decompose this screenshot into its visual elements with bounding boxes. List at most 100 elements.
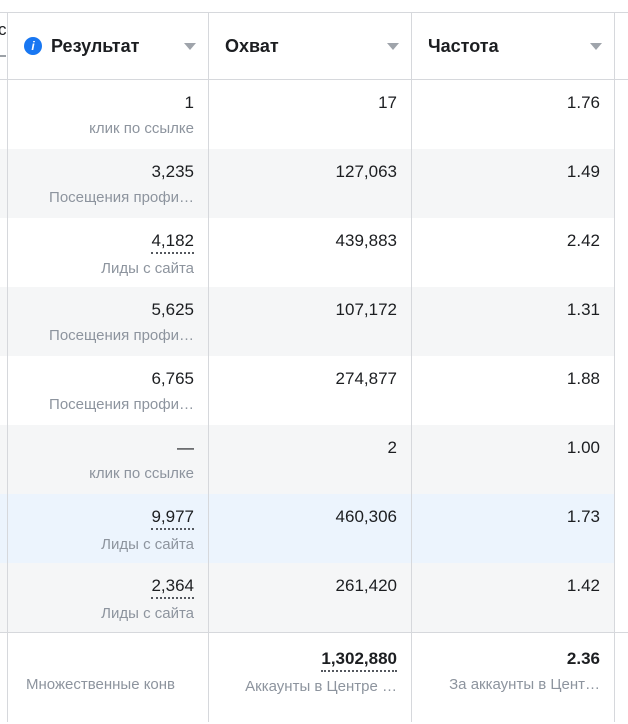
result-type-label: Посещения профи…: [49, 189, 194, 206]
reach-cell: 2: [209, 425, 412, 494]
table-right-edge: [615, 633, 628, 722]
totals-result-cell: Множественные конв: [8, 633, 209, 722]
totals-reach-label: Аккаунты в Центре …: [245, 678, 397, 695]
clipped-left-column: [0, 356, 8, 425]
frequency-value: 2.42: [566, 231, 600, 250]
totals-frequency-label: За аккаунты в Цент…: [449, 676, 600, 693]
frequency-value: 1.42: [566, 576, 600, 595]
table-row: — клик по ссылке 2 1.00: [0, 425, 628, 494]
result-type-label: Лиды с сайта: [101, 605, 194, 622]
table-row: 2,364 Лиды с сайта 261,420 1.42: [0, 563, 628, 632]
table-right-edge: [615, 13, 628, 79]
result-cell: 9,977 Лиды с сайта: [8, 494, 209, 563]
table-right-edge: [615, 563, 628, 632]
frequency-cell: 1.73: [412, 494, 615, 563]
clipped-left-column: [0, 563, 8, 632]
result-value: —: [177, 438, 194, 457]
totals-result-label: Множественные конв: [26, 676, 176, 693]
frequency-cell: 2.42: [412, 218, 615, 287]
reach-cell: 261,420: [209, 563, 412, 632]
result-type-label: Лиды с сайта: [101, 536, 194, 553]
table-right-edge: [615, 218, 628, 287]
result-type-label: клик по ссылке: [89, 120, 194, 137]
clipped-left-column: с: [0, 13, 8, 79]
clipped-left-column: [0, 494, 8, 563]
reach-value: 127,063: [335, 162, 397, 181]
result-cell: 2,364 Лиды с сайта: [8, 563, 209, 632]
totals-frequency-cell: 2.36 За аккаунты в Цент…: [412, 633, 615, 722]
table-rows: 1 клик по ссылке 17 1.76 3,235 Посещения…: [0, 80, 628, 632]
result-cell: — клик по ссылке: [8, 425, 209, 494]
frequency-value: 1.00: [566, 438, 600, 457]
column-header-reach-label: Охват: [225, 35, 279, 56]
result-cell: 3,235 Посещения профи…: [8, 149, 209, 218]
frequency-cell: 1.00: [412, 425, 615, 494]
result-value: 1: [184, 93, 194, 112]
result-value[interactable]: 2,364: [151, 575, 194, 599]
table-right-edge: [615, 80, 628, 149]
result-type-label: клик по ссылке: [89, 465, 194, 482]
result-value: 6,765: [151, 369, 194, 388]
reach-cell: 127,063: [209, 149, 412, 218]
result-cell: 6,765 Посещения профи…: [8, 356, 209, 425]
totals-reach-cell: 1,302,880 Аккаунты в Центре …: [209, 633, 412, 722]
column-header-frequency[interactable]: Частота: [412, 13, 615, 79]
table-right-edge: [615, 149, 628, 218]
result-cell: 1 клик по ссылке: [8, 80, 209, 149]
frequency-value: 1.76: [566, 93, 600, 112]
clipped-left-column: [0, 149, 8, 218]
column-header-result-label: Результат: [51, 35, 140, 56]
reach-value: 460,306: [335, 507, 397, 526]
result-type-label: Посещения профи…: [49, 396, 194, 413]
clipped-header-fragment-dash: [0, 55, 6, 57]
chevron-down-icon[interactable]: [387, 42, 399, 50]
chevron-down-icon[interactable]: [590, 42, 602, 50]
table-right-edge: [615, 287, 628, 356]
table-right-edge: [615, 425, 628, 494]
result-value: 5,625: [151, 300, 194, 319]
table-right-edge: [615, 494, 628, 563]
table-row: 1 клик по ссылке 17 1.76: [0, 80, 628, 149]
clipped-left-column: [0, 425, 8, 494]
result-value: 3,235: [151, 162, 194, 181]
frequency-value: 1.88: [566, 369, 600, 388]
info-icon[interactable]: i: [24, 37, 42, 55]
reach-cell: 17: [209, 80, 412, 149]
table-row: 6,765 Посещения профи… 274,877 1.88: [0, 356, 628, 425]
top-whitespace: [0, 0, 628, 12]
clipped-header-text-fragment: с: [0, 20, 7, 40]
result-type-label: Посещения профи…: [49, 327, 194, 344]
result-type-label: Лиды с сайта: [101, 260, 194, 277]
clipped-left-column: [0, 218, 8, 287]
reach-cell: 460,306: [209, 494, 412, 563]
reach-value: 261,420: [335, 576, 397, 595]
frequency-cell: 1.42: [412, 563, 615, 632]
frequency-cell: 1.88: [412, 356, 615, 425]
reach-cell: 107,172: [209, 287, 412, 356]
metrics-table: с i Результат Охват Частота 1 клик: [0, 12, 628, 722]
result-cell: 4,182 Лиды с сайта: [8, 218, 209, 287]
reach-cell: 274,877: [209, 356, 412, 425]
result-value[interactable]: 4,182: [151, 230, 194, 254]
result-cell: 5,625 Посещения профи…: [8, 287, 209, 356]
reach-value: 439,883: [335, 231, 397, 250]
frequency-value: 1.49: [566, 162, 600, 181]
column-header-result[interactable]: i Результат: [8, 13, 209, 79]
clipped-left-column: [0, 633, 8, 722]
frequency-value: 1.73: [566, 507, 600, 526]
totals-frequency-value: 2.36: [566, 649, 600, 668]
clipped-left-column: [0, 80, 8, 149]
column-header-frequency-label: Частота: [428, 35, 499, 56]
result-value[interactable]: 9,977: [151, 506, 194, 530]
frequency-value: 1.31: [566, 300, 600, 319]
reach-value: 274,877: [335, 369, 397, 388]
table-row: 5,625 Посещения профи… 107,172 1.31: [0, 287, 628, 356]
reach-value: 2: [387, 438, 397, 457]
frequency-cell: 1.31: [412, 287, 615, 356]
table-row: 3,235 Посещения профи… 127,063 1.49: [0, 149, 628, 218]
column-header-reach[interactable]: Охват: [209, 13, 412, 79]
table-row: 9,977 Лиды с сайта 460,306 1.73: [0, 494, 628, 563]
reach-value: 17: [378, 93, 397, 112]
chevron-down-icon[interactable]: [184, 42, 196, 50]
totals-reach-value[interactable]: 1,302,880: [321, 648, 397, 672]
